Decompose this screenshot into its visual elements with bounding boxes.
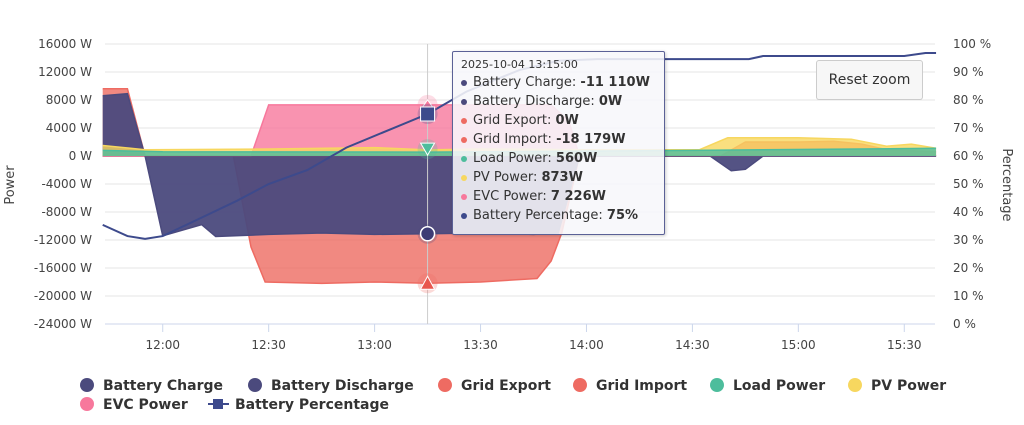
tooltip-value: 0W bbox=[555, 113, 579, 128]
tooltip-value: 560W bbox=[555, 151, 598, 166]
tooltip-label: PV Power: bbox=[473, 170, 542, 185]
legend-item-grid-export[interactable]: Grid Export bbox=[438, 378, 551, 394]
x-tick-label: 13:00 bbox=[357, 338, 392, 352]
y-tick-label: 16000 W bbox=[38, 37, 92, 51]
series-dot-icon bbox=[461, 136, 467, 143]
marker-grid-import bbox=[419, 275, 436, 290]
tooltip-row: Grid Import: -18 179W bbox=[461, 130, 656, 149]
tooltip-time: 2025-10-04 13:15:00 bbox=[461, 58, 578, 71]
series-dot-icon bbox=[461, 98, 467, 105]
series-dot-icon bbox=[461, 79, 467, 86]
marker-battery-charge bbox=[419, 226, 436, 242]
y-right-tick-label: 40 % bbox=[953, 205, 984, 219]
legend-label: Load Power bbox=[733, 378, 825, 394]
x-tick-label: 14:30 bbox=[675, 338, 710, 352]
y-tick-label: -20000 W bbox=[34, 289, 92, 303]
y-right-tick-label: 0 % bbox=[953, 317, 976, 331]
tooltip-label: Load Power: bbox=[473, 151, 556, 166]
tooltip-label: Battery Percentage: bbox=[473, 208, 607, 223]
y-tick-label: -12000 W bbox=[34, 233, 92, 247]
series-dot-icon bbox=[461, 155, 467, 162]
legend-label: Grid Import bbox=[596, 378, 687, 394]
y-axis-title: Power bbox=[3, 165, 18, 205]
tooltip-label: Battery Charge: bbox=[473, 75, 581, 90]
legend-symbol bbox=[248, 378, 262, 392]
y-tick-label: 8000 W bbox=[46, 93, 92, 107]
legend-item-load-power[interactable]: Load Power bbox=[710, 378, 825, 394]
tooltip-label: Grid Import: bbox=[473, 132, 557, 147]
y-tick-label: -4000 W bbox=[41, 177, 92, 191]
y-right-tick-label: 50 % bbox=[953, 177, 984, 191]
legend-item-evc-power[interactable]: EVC Power bbox=[80, 397, 188, 413]
series-dot-icon bbox=[461, 193, 467, 200]
marker-load-power bbox=[419, 142, 436, 157]
tooltip-row: Battery Percentage: 75% bbox=[461, 206, 656, 225]
series-dot-icon bbox=[461, 174, 467, 181]
y-right-tick-label: 10 % bbox=[953, 289, 984, 303]
x-tick-label: 14:00 bbox=[569, 338, 604, 352]
y-right-tick-label: 20 % bbox=[953, 261, 984, 275]
x-tick-label: 15:30 bbox=[887, 338, 922, 352]
legend-label: Battery Charge bbox=[103, 378, 223, 394]
tooltip-value: 873W bbox=[541, 170, 583, 185]
tooltip-row: Battery Charge: -11 110W bbox=[461, 73, 656, 92]
tooltip-value: -18 179W bbox=[556, 132, 626, 147]
y-tick-label: -16000 W bbox=[34, 261, 92, 275]
tooltip-value: 0W bbox=[598, 94, 623, 109]
legend-item-battery-discharge[interactable]: Battery Discharge bbox=[248, 378, 414, 394]
legend-symbol bbox=[438, 378, 452, 392]
tooltip-value: -11 110W bbox=[580, 75, 650, 90]
x-tick-label: 13:30 bbox=[463, 338, 498, 352]
legend-symbol bbox=[213, 399, 223, 409]
tooltip-label: EVC Power: bbox=[473, 189, 551, 204]
marker-battery-percentage bbox=[420, 106, 436, 122]
y-right-tick-label: 70 % bbox=[953, 121, 984, 135]
x-tick-label: 12:30 bbox=[251, 338, 286, 352]
tooltip-value: 75% bbox=[606, 208, 639, 223]
tooltip-row: Battery Discharge: 0W bbox=[461, 92, 656, 111]
tooltip-row: Grid Export: 0W bbox=[461, 111, 656, 130]
legend-label: Grid Export bbox=[461, 378, 551, 394]
legend-item-grid-import[interactable]: Grid Import bbox=[573, 378, 687, 394]
tooltip-row: Load Power: 560W bbox=[461, 149, 656, 168]
y-right-axis-title: Percentage bbox=[999, 148, 1014, 221]
legend-item-battery-percentage[interactable]: Battery Percentage bbox=[208, 397, 389, 413]
series-dot-icon bbox=[461, 212, 467, 219]
y-right-tick-label: 100 % bbox=[953, 37, 991, 51]
legend-label: Battery Discharge bbox=[271, 378, 414, 394]
y-right-tick-label: 30 % bbox=[953, 233, 984, 247]
tooltip-value: 7 226W bbox=[550, 189, 606, 204]
tooltip: 2025-10-04 13:15:00 Battery Charge: -11 … bbox=[452, 51, 665, 235]
y-tick-label: -8000 W bbox=[41, 205, 92, 219]
y-tick-label: 12000 W bbox=[38, 65, 92, 79]
tooltip-row: EVC Power: 7 226W bbox=[461, 187, 656, 206]
legend-symbol bbox=[848, 378, 862, 392]
legend-label: EVC Power bbox=[103, 397, 188, 413]
legend-label: Battery Percentage bbox=[235, 397, 389, 413]
tooltip-row: PV Power: 873W bbox=[461, 168, 656, 187]
reset-zoom-button[interactable]: Reset zoom bbox=[816, 60, 923, 100]
y-tick-label: -24000 W bbox=[34, 317, 92, 331]
series-dot-icon bbox=[461, 117, 467, 124]
tooltip-label: Battery Discharge: bbox=[473, 94, 599, 109]
x-tick-label: 12:00 bbox=[145, 338, 180, 352]
legend-symbol bbox=[710, 378, 724, 392]
legend-item-battery-charge[interactable]: Battery Charge bbox=[80, 378, 223, 394]
y-right-tick-label: 60 % bbox=[953, 149, 984, 163]
legend-symbol bbox=[80, 378, 94, 392]
legend-symbol bbox=[80, 397, 94, 411]
legend-symbol bbox=[573, 378, 587, 392]
y-tick-label: 0 W bbox=[69, 149, 92, 163]
x-tick-label: 15:00 bbox=[781, 338, 816, 352]
tooltip-label: Grid Export: bbox=[473, 113, 556, 128]
y-tick-label: 4000 W bbox=[46, 121, 92, 135]
legend-label: PV Power bbox=[871, 378, 946, 394]
legend-item-pv-power[interactable]: PV Power bbox=[848, 378, 946, 394]
y-right-tick-label: 90 % bbox=[953, 65, 984, 79]
y-right-tick-label: 80 % bbox=[953, 93, 984, 107]
